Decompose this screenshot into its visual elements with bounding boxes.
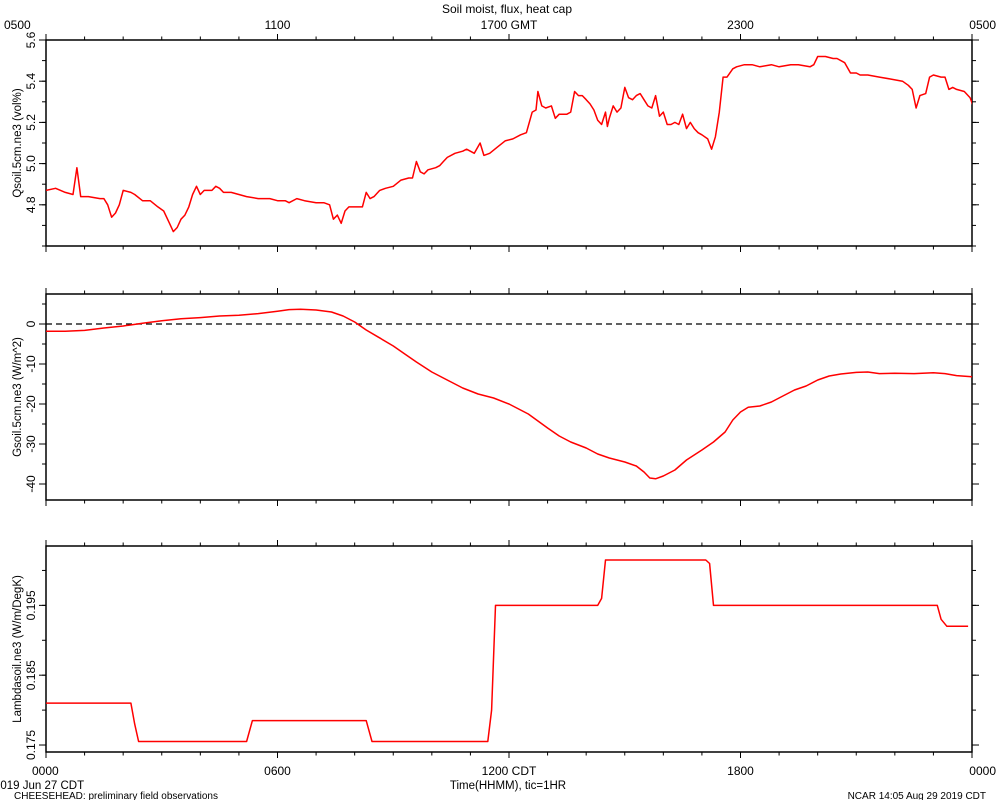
bottom-axis-tick-label: 0000 [32, 764, 59, 778]
footer-credit: NCAR 14:05 Aug 29 2019 CDT [848, 791, 986, 800]
footer-project: CHEESEHEAD: preliminary field observatio… [14, 791, 218, 800]
y-tick-label: 0 [24, 320, 38, 327]
chart-panel-2: -40 -30 -20 -10 0 Gsoil.5cm.ne3 (W/m^2) [12, 288, 979, 506]
y-tick-label: -10 [24, 355, 38, 373]
data-series-line [46, 55, 972, 233]
footer-date: 2019 Jun 27 CDT [0, 780, 84, 792]
top-axis-tick-label: 1100 [265, 18, 291, 32]
y-axis-label: Qsoil.5cm.ne3 (vol%) [12, 88, 24, 197]
x-axis-label: Time(HHMM), tic=1HR [450, 780, 566, 792]
y-tick-label: 0.195 [24, 590, 38, 620]
chart-panels: 4.8 5.0 5.2 5.4 5.6 Qsoil.5cm.ne3 (vol%) -40 -3… [4, 18, 996, 778]
top-axis-tick-label: 0500 [969, 18, 996, 32]
y-axis-label: Gsoil.5cm.ne3 (W/m^2) [12, 337, 24, 457]
y-tick-label: -20 [24, 395, 38, 413]
y-tick-label: 5.0 [24, 155, 38, 172]
top-axis-tick-label: 2300 [727, 18, 754, 32]
y-tick-label: 0.175 [24, 730, 38, 760]
top-axis-tick-label: 1700 GMT [481, 18, 538, 32]
data-series-line [46, 308, 972, 480]
bottom-axis-tick-label: 0600 [264, 764, 291, 778]
plot-frame [45, 293, 973, 501]
chart-title: Soil moist, flux, heat cap [442, 2, 572, 16]
y-tick-label: 5.4 [24, 73, 38, 90]
y-tick-label: 5.2 [24, 114, 38, 131]
bottom-axis-tick-label: 1200 CDT [482, 764, 537, 778]
plot-frame [45, 545, 973, 753]
y-tick-label: -40 [24, 475, 38, 493]
y-axis-label: Lambdasoil.ne3 (W/m/DegK) [12, 575, 24, 723]
top-axis-tick-label: 0500 [4, 18, 31, 32]
bottom-axis-tick-label: 0000 [969, 764, 996, 778]
y-tick-label: 0.185 [24, 660, 38, 690]
chart-panel-1: 4.8 5.0 5.2 5.4 5.6 Qsoil.5cm.ne3 (vol%) [12, 31, 979, 252]
y-tick-label: 4.8 [24, 196, 38, 213]
bottom-axis-tick-label: 1800 [727, 764, 754, 778]
y-tick-label: 5.6 [24, 31, 38, 48]
y-tick-label: -30 [24, 435, 38, 453]
data-series-line [46, 559, 969, 743]
